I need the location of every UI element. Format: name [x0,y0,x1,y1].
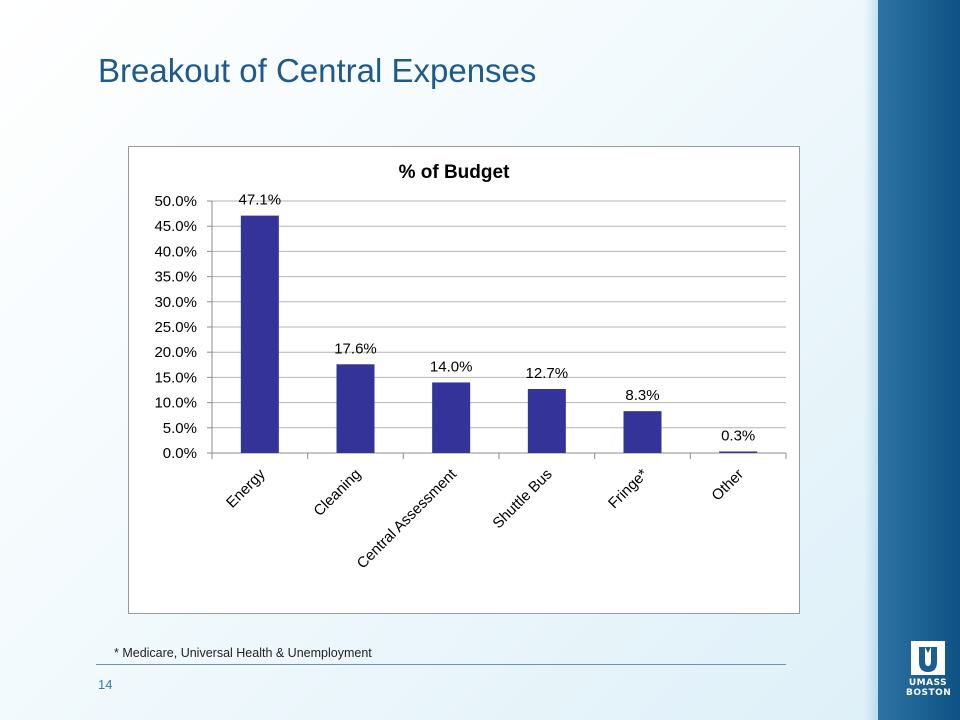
y-tick-label: 25.0% [154,319,197,336]
bar [527,388,566,453]
y-tick-label: 20.0% [154,344,197,361]
data-label: 0.3% [721,427,755,444]
chart-title: % of Budget [399,162,510,183]
category-label: Fringe* [605,466,651,512]
side-accent-bar [864,0,960,720]
bar [432,382,471,453]
data-label: 8.3% [625,387,659,404]
y-tick-label: 45.0% [154,218,197,235]
y-tick-label: 15.0% [154,369,197,386]
logo-text-line-2: BOSTON [906,688,952,698]
bar [719,451,758,453]
bar [240,215,279,453]
y-tick-label: 30.0% [154,294,197,311]
data-label: 14.0% [430,358,473,375]
bar-chart: % of Budget 0.0% 5.0% 10.0% 15.0% 20.0% 25.0% 3… [128,146,800,614]
category-label: Other [708,466,747,505]
category-label: Central Assessment [354,465,461,572]
umass-emblem-icon [911,641,945,675]
data-label: 47.1% [239,192,282,209]
y-tick-label: 35.0% [154,269,197,286]
bar [336,364,375,453]
page-number: 14 [98,677,113,692]
chart-canvas: % of Budget 0.0% 5.0% 10.0% 15.0% 20.0% 25.0% 3… [154,162,787,572]
bar [623,411,662,453]
footer-divider [96,664,786,665]
category-label: Shuttle Bus [489,466,555,532]
umass-boston-logo: UMASS BOSTON [906,641,952,698]
category-label: Cleaning [310,466,364,520]
y-tick-label: 40.0% [154,243,197,260]
logo-text-line-1: UMASS [908,678,948,688]
y-tick-label: 0.0% [163,445,197,462]
footnote: * Medicare, Universal Health & Unemploym… [114,646,372,660]
data-label: 17.6% [334,340,377,357]
y-tick-label: 5.0% [163,420,197,437]
y-tick-label: 50.0% [154,193,197,210]
category-label: Energy [223,465,269,511]
y-tick-label: 10.0% [154,395,197,412]
slide-title: Breakout of Central Expenses [98,52,537,89]
data-label: 12.7% [526,365,569,382]
